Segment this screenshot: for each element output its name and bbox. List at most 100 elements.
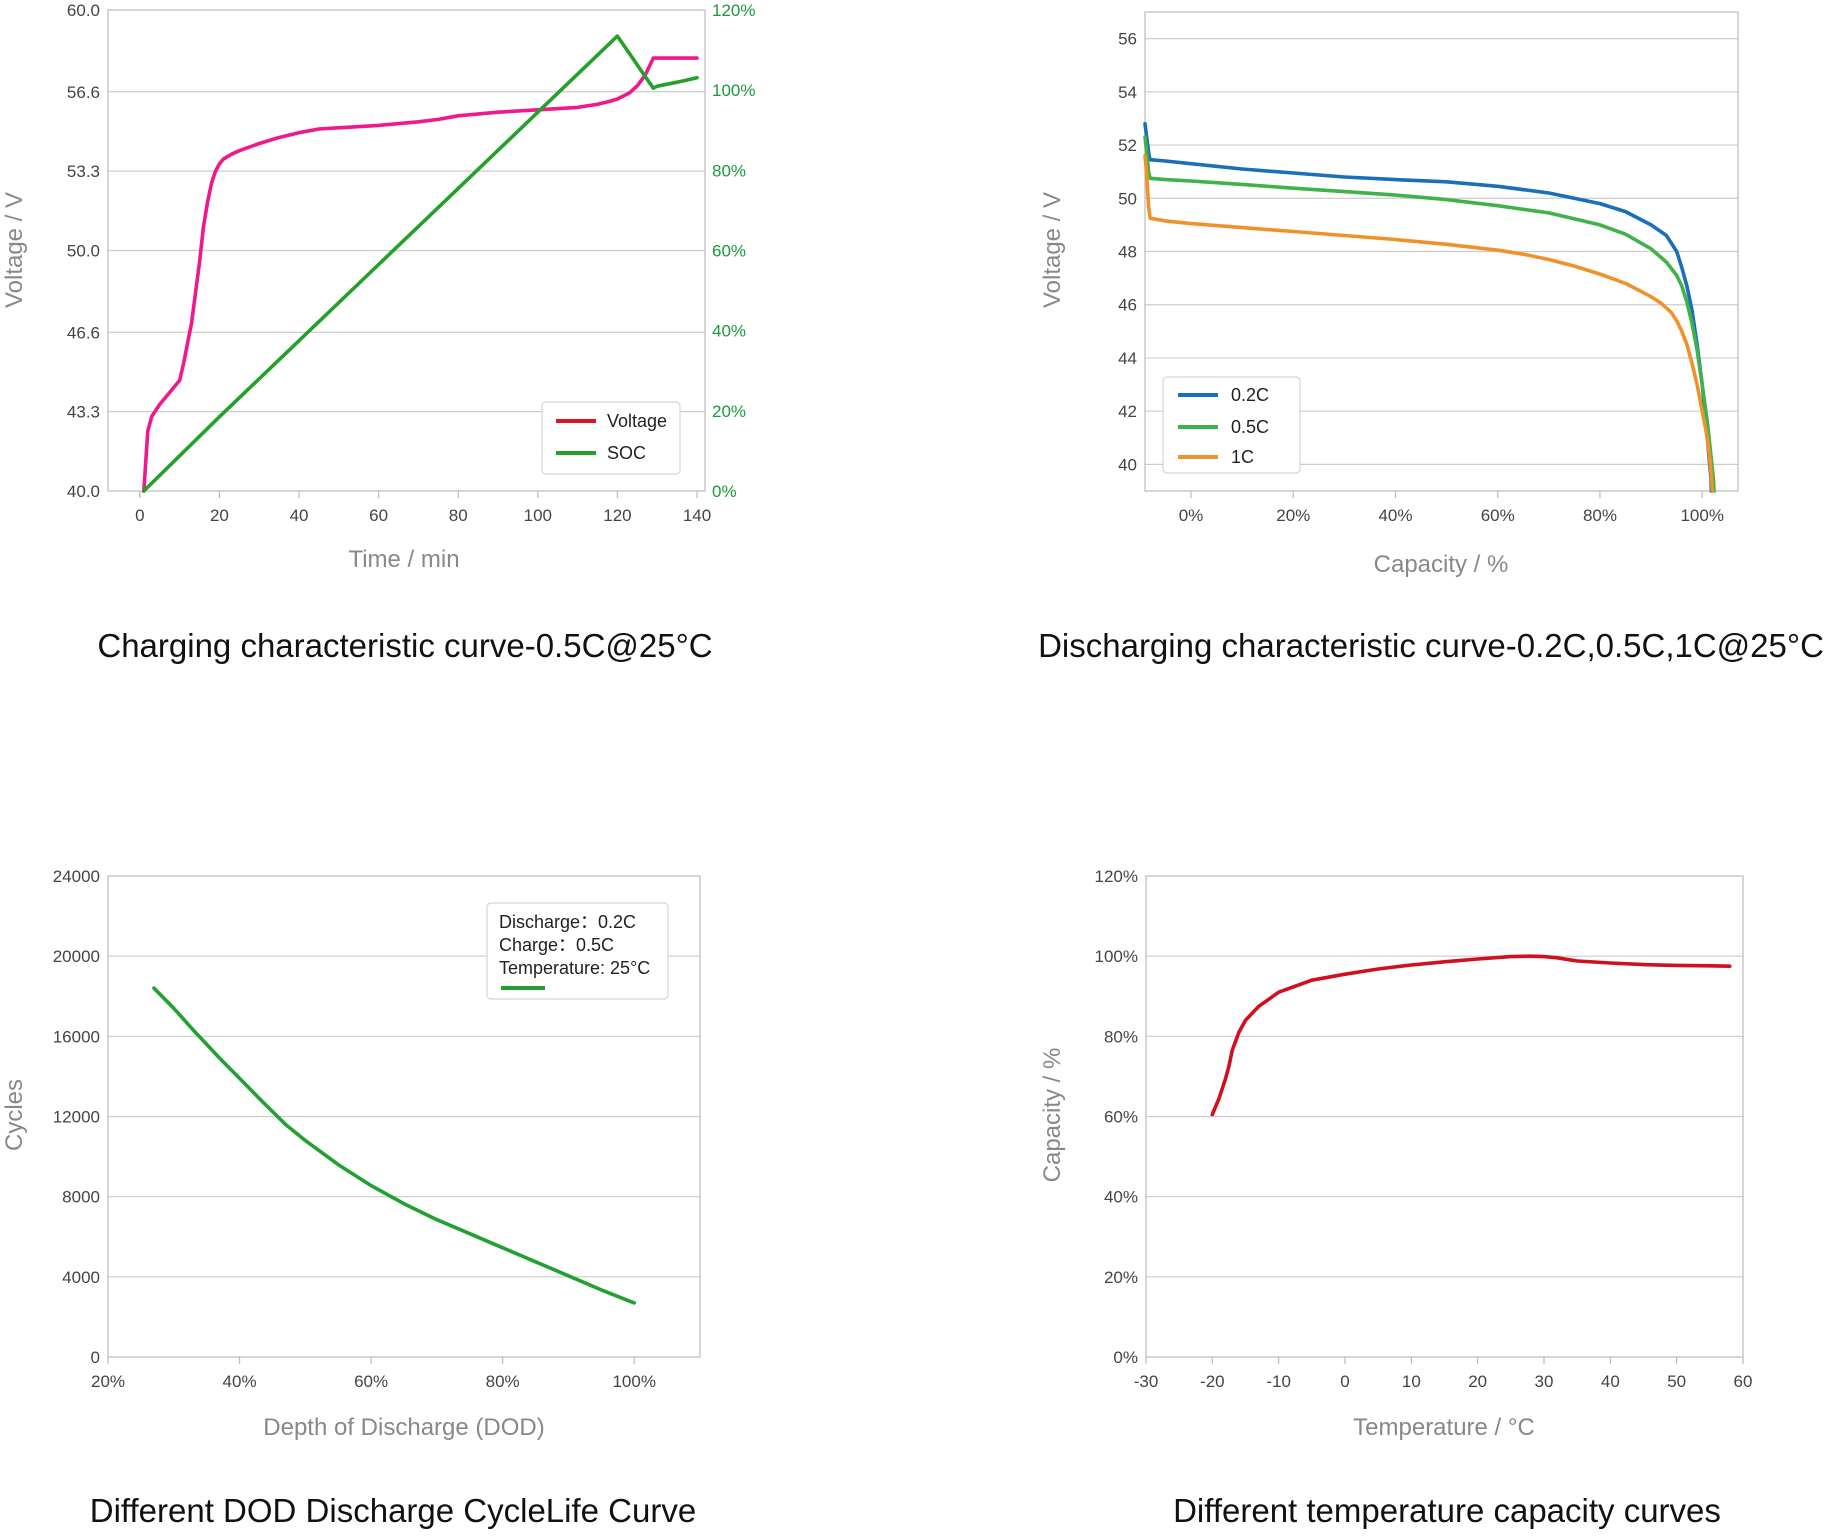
cyclelife-y-tick-label: 24000 [53, 867, 100, 886]
discharging-y-tick-label: 42 [1118, 402, 1137, 421]
cyclelife-gridlines [108, 955, 700, 1278]
charging-legend-voltage-label: Voltage [607, 411, 667, 431]
cyclelife-x-tick-label: 100% [612, 1372, 655, 1391]
temperature-plot-frame [1145, 875, 1744, 1358]
temperature-gridlines [1146, 955, 1743, 1278]
temperature-y-tick-label: 0% [1113, 1348, 1138, 1367]
temperature-caption: Different temperature capacity curves [1173, 1492, 1721, 1529]
discharging-legend-05c-label: 0.5C [1231, 417, 1269, 437]
discharging-x-tick-label: 40% [1378, 506, 1412, 525]
cyclelife-series [152, 986, 637, 1305]
discharging-y-tick-label: 40 [1118, 455, 1137, 474]
temperature-curve-line [1210, 954, 1732, 1117]
charging-x-tick-label: 40 [290, 506, 309, 525]
charging-time-ticks: 0 20 40 60 80 100 120 140 [135, 491, 711, 525]
temperature-x-axis-title: Temperature / °C [1353, 1414, 1535, 1441]
discharging-x-axis-title: Capacity / % [1374, 551, 1509, 578]
discharging-1c-line [1143, 153, 1715, 493]
temperature-x-tick-label: 40 [1601, 1372, 1620, 1391]
charging-x-tick-label: 80 [449, 506, 468, 525]
charging-x-tick-label: 0 [135, 506, 144, 525]
discharging-y-axis-title: Voltage / V [1039, 192, 1066, 308]
cyclelife-y-tick-label: 16000 [53, 1027, 100, 1046]
charging-y2-tick-label: 0% [712, 482, 737, 501]
discharging-0-5c-line [1143, 135, 1716, 493]
discharging-legend-02c-label: 0.2C [1231, 385, 1269, 405]
discharging-legend-box [1162, 376, 1301, 474]
charging-caption: Charging characteristic curve-0.5C@25°C [97, 627, 712, 664]
temperature-y-tick-label: 80% [1104, 1027, 1138, 1046]
discharging-y-tick-label: 54 [1118, 83, 1137, 102]
charging-chart: 40.0 43.3 46.6 50.0 53.3 56.6 60.0 0% 20% 40% 60%… [1, 1, 755, 664]
temperature-capacity-ticks: 0% 20% 40% 60% 80% 100% 120% [1095, 867, 1138, 1367]
charging-y-tick-label: 40.0 [67, 482, 100, 501]
charging-gridlines [108, 91, 705, 413]
temperature-x-tick-label: 30 [1535, 1372, 1554, 1391]
discharging-y-tick-label: 56 [1118, 30, 1137, 49]
discharging-x-tick-label: 100% [1680, 506, 1723, 525]
discharging-plot-frame [1144, 11, 1739, 492]
cyclelife-y-axis-title: Cycles [1, 1079, 28, 1151]
cyclelife-legend-box [486, 902, 669, 1000]
discharging-y-tick-label: 50 [1118, 189, 1137, 208]
charging-soc-ticks: 0% 20% 40% 60% 80% 100% 120% [712, 1, 755, 501]
temperature-x-tick-label: -30 [1134, 1372, 1159, 1391]
cyclelife-dod-ticks: 20% 40% 60% 80% 100% [91, 1357, 656, 1391]
cyclelife-legend-temperature: Temperature: 25°C [499, 958, 650, 978]
cyclelife-y-tick-label: 12000 [53, 1108, 100, 1127]
temperature-y-tick-label: 20% [1104, 1268, 1138, 1287]
temperature-y-axis-title: Capacity / % [1039, 1048, 1066, 1183]
temperature-x-tick-label: 20 [1468, 1372, 1487, 1391]
charging-legend-soc-label: SOC [607, 443, 646, 463]
cyclelife-x-tick-label: 60% [354, 1372, 388, 1391]
temperature-y-tick-label: 120% [1095, 867, 1138, 886]
cyclelife-x-tick-label: 80% [486, 1372, 520, 1391]
charging-x-tick-label: 20 [210, 506, 229, 525]
temperature-x-tick-label: 60 [1734, 1372, 1753, 1391]
charging-series [142, 34, 699, 493]
discharging-caption: Discharging characteristic curve-0.2C,0.… [1038, 627, 1824, 664]
temperature-degree-ticks: -30 -20 -10 0 10 20 30 40 50 60 [1134, 1357, 1753, 1391]
discharging-y-tick-label: 48 [1118, 243, 1137, 262]
cyclelife-chart: 0 4000 8000 12000 16000 20000 24000 20% 40% 60% 8… [1, 867, 701, 1529]
cyclelife-x-axis-title: Depth of Discharge (DOD) [263, 1414, 544, 1441]
cyclelife-legend-charge: Charge：0.5C [499, 935, 614, 955]
charging-voltage-line [142, 56, 699, 493]
discharging-capacity-ticks: 0% 20% 40% 60% 80% 100% [1179, 491, 1724, 525]
temperature-x-tick-label: -10 [1266, 1372, 1291, 1391]
discharging-y-tick-label: 44 [1118, 349, 1137, 368]
charging-voltage-ticks: 40.0 43.3 46.6 50.0 53.3 56.6 60.0 [67, 1, 100, 501]
charging-plot-frame [107, 9, 706, 492]
charging-x-tick-label: 100 [524, 506, 552, 525]
discharging-legend-1c-label: 1C [1231, 447, 1254, 467]
charging-y-axis-title: Voltage / V [1, 192, 28, 308]
temperature-y-tick-label: 40% [1104, 1188, 1138, 1207]
cyclelife-legend-discharge: Discharge：0.2C [499, 912, 636, 932]
temperature-y-tick-label: 100% [1095, 947, 1138, 966]
cyclelife-cycles-ticks: 0 4000 8000 12000 16000 20000 24000 [53, 867, 100, 1367]
discharging-voltage-ticks: 40 42 44 46 48 50 52 54 56 [1118, 30, 1137, 475]
charging-y-tick-label: 60.0 [67, 1, 100, 20]
cyclelife-curve-line [152, 986, 637, 1305]
cyclelife-x-tick-label: 20% [91, 1372, 125, 1391]
discharging-x-tick-label: 20% [1276, 506, 1310, 525]
cyclelife-y-tick-label: 0 [91, 1348, 100, 1367]
cyclelife-x-tick-label: 40% [223, 1372, 257, 1391]
temperature-x-tick-label: 50 [1667, 1372, 1686, 1391]
charging-y2-tick-label: 80% [712, 161, 746, 180]
discharging-x-tick-label: 60% [1481, 506, 1515, 525]
charging-y2-tick-label: 60% [712, 242, 746, 261]
charging-x-tick-label: 120 [603, 506, 631, 525]
cyclelife-y-tick-label: 20000 [53, 947, 100, 966]
temperature-y-tick-label: 60% [1104, 1108, 1138, 1127]
charging-legend: Voltage SOC [541, 401, 681, 475]
cyclelife-caption: Different DOD Discharge CycleLife Curve [90, 1492, 696, 1529]
temperature-x-tick-label: -20 [1200, 1372, 1225, 1391]
discharging-x-tick-label: 80% [1583, 506, 1617, 525]
temperature-x-tick-label: 0 [1340, 1372, 1349, 1391]
discharging-series [1143, 122, 1716, 493]
cyclelife-legend: Discharge：0.2C Charge：0.5C Temperature: … [486, 902, 669, 1000]
discharging-chart: 40 42 44 46 48 50 52 54 56 0% 20% 40% 60% 80% 100% Ca… [1038, 11, 1824, 664]
charging-y-tick-label: 56.6 [67, 83, 100, 102]
